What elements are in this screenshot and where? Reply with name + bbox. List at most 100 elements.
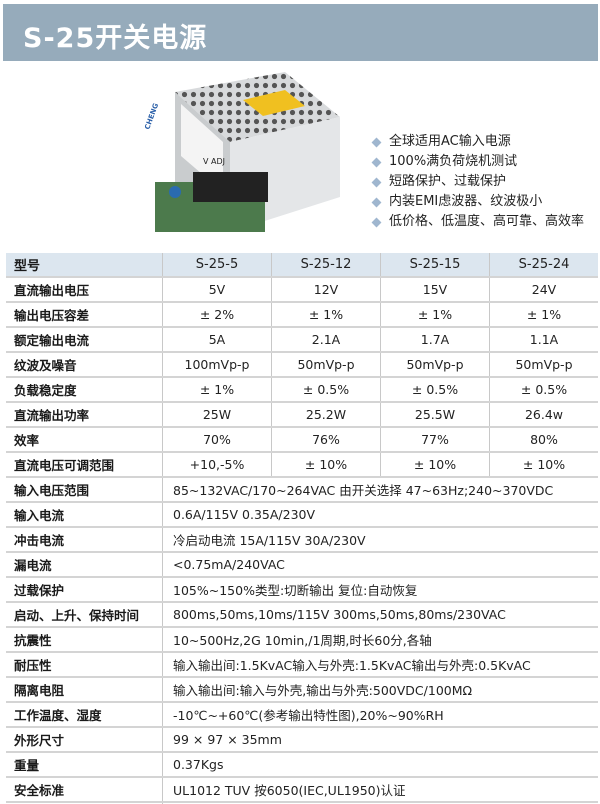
- header-model: S-25-15: [380, 253, 490, 278]
- spec-table: 型号 S-25-5 S-25-12 S-25-15 S-25-24 直流输出电压…: [6, 253, 598, 804]
- feature-item: 短路保护、过载保护: [370, 172, 584, 192]
- row-label: 输入电流: [6, 502, 163, 528]
- row-label: 效率: [6, 427, 163, 453]
- row-value: 105%~150%类型:切断输出 复位:自动恢复: [162, 577, 598, 603]
- row-label: 输入电压范围: [6, 477, 163, 503]
- row-label: 重量: [6, 752, 163, 778]
- table-row: 外形尺寸 99 × 97 × 35mm: [6, 727, 598, 753]
- row-label: 过载保护: [6, 577, 163, 603]
- row-value: 25.5W: [380, 402, 490, 428]
- row-value: 85~132VAC/170~264VAC 由开关选择 47~63Hz;240~3…: [162, 477, 598, 503]
- table-row: 输入电流 0.6A/115V 0.35A/230V: [6, 502, 598, 528]
- table-row: 过载保护 105%~150%类型:切断输出 复位:自动恢复: [6, 577, 598, 603]
- feature-list: 全球适用AC输入电源 100%满负荷烧机测试 短路保护、过载保护 内装EMI虑波…: [370, 132, 584, 232]
- row-value: 80%: [489, 427, 598, 453]
- header-model: S-25-24: [489, 253, 598, 278]
- table-row: 工作温度、湿度 -10℃~+60℃(参考输出特性图),20%~90%RH: [6, 702, 598, 728]
- table-row: 安全标准 UL1012 TUV 按6050(IEC,UL1950)认证: [6, 777, 598, 803]
- row-value: ± 1%: [271, 302, 381, 328]
- row-label: 直流电压可调范围: [6, 452, 163, 478]
- table-row: 直流电压可调范围 +10,-5% ± 10% ± 10% ± 10%: [6, 452, 598, 478]
- row-value: 输入输出间:1.5KvAC输入与外壳:1.5KvAC输出与外壳:0.5KvAC: [162, 652, 598, 678]
- table-header-row: 型号 S-25-5 S-25-12 S-25-15 S-25-24: [6, 253, 598, 278]
- feature-item: 低价格、低温度、高可靠、高效率: [370, 212, 584, 232]
- row-value: 70%: [162, 427, 272, 453]
- row-value: 99 × 97 × 35mm: [162, 727, 598, 753]
- row-value: 15V: [380, 277, 490, 303]
- product-image: CHENG V ADJ: [143, 72, 340, 232]
- row-value: 5A: [162, 327, 272, 353]
- row-label: 直流输出功率: [6, 402, 163, 428]
- row-value: ± 0.5%: [271, 377, 381, 403]
- row-label: 外形尺寸: [6, 727, 163, 753]
- row-label: 负载稳定度: [6, 377, 163, 403]
- row-value: 25W: [162, 402, 272, 428]
- row-value: ± 2%: [162, 302, 272, 328]
- row-value: 0.6A/115V 0.35A/230V: [162, 502, 598, 528]
- table-row: 额定输出电流 5A 2.1A 1.7A 1.1A: [6, 327, 598, 353]
- diamond-bullet-icon: [371, 157, 382, 167]
- row-value: ± 1%: [380, 302, 490, 328]
- feature-item: 100%满负荷烧机测试: [370, 152, 584, 172]
- row-label: 安全标准: [6, 777, 163, 803]
- row-value: -10℃~+60℃(参考输出特性图),20%~90%RH: [162, 702, 598, 728]
- table-row: 抗震性 10~500Hz,2G 10min,/1周期,时长60分,各轴: [6, 627, 598, 653]
- row-value: ± 10%: [489, 452, 598, 478]
- table-row: 效率 70% 76% 77% 80%: [6, 427, 598, 453]
- row-value: ± 1%: [489, 302, 598, 328]
- row-value: <0.75mA/240VAC: [162, 552, 598, 578]
- vadj-label: V ADJ: [203, 157, 225, 166]
- row-label: 工作温度、湿度: [6, 702, 163, 728]
- header-model: S-25-5: [162, 253, 272, 278]
- row-value: ± 10%: [271, 452, 381, 478]
- row-value: CISPR22(按55022),IEC801-2,3,4,IEC555-2认证: [162, 802, 598, 804]
- table-row: 负载稳定度 ± 1% ± 0.5% ± 0.5% ± 0.5%: [6, 377, 598, 403]
- row-value: 26.4w: [489, 402, 598, 428]
- diamond-bullet-icon: [371, 217, 382, 227]
- row-label: 隔离电阻: [6, 677, 163, 703]
- feature-text: 全球适用AC输入电源: [389, 134, 511, 149]
- diamond-bullet-icon: [371, 177, 382, 187]
- table-row: 直流输出电压 5V 12V 15V 24V: [6, 277, 598, 303]
- row-value: 50mVp-p: [489, 352, 598, 378]
- feature-item: 全球适用AC输入电源: [370, 132, 584, 152]
- row-value: 76%: [271, 427, 381, 453]
- diamond-bullet-icon: [371, 197, 382, 207]
- row-label: 耐压性: [6, 652, 163, 678]
- row-label: 直流输出电压: [6, 277, 163, 303]
- row-value: 2.1A: [271, 327, 381, 353]
- table-row: 直流输出功率 25W 25.2W 25.5W 26.4w: [6, 402, 598, 428]
- row-value: 100mVp-p: [162, 352, 272, 378]
- feature-text: 低价格、低温度、高可靠、高效率: [389, 214, 585, 229]
- row-label: 输出电压容差: [6, 302, 163, 328]
- row-label: EMC标准: [6, 802, 163, 804]
- row-value: ± 10%: [380, 452, 490, 478]
- table-row: 漏电流 <0.75mA/240VAC: [6, 552, 598, 578]
- row-value: 77%: [380, 427, 490, 453]
- table-row: 输入电压范围 85~132VAC/170~264VAC 由开关选择 47~63Hz…: [6, 477, 598, 503]
- row-value: 50mVp-p: [271, 352, 381, 378]
- row-value: 10~500Hz,2G 10min,/1周期,时长60分,各轴: [162, 627, 598, 653]
- table-row: 重量 0.37Kgs: [6, 752, 598, 778]
- feature-text: 内装EMI虑波器、纹波极小: [389, 194, 543, 209]
- feature-item: 内装EMI虑波器、纹波极小: [370, 192, 584, 212]
- brand-label: CHENG: [143, 102, 160, 131]
- row-value: 输入输出间:输入与外壳,输出与外壳:500VDC/100MΩ: [162, 677, 598, 703]
- row-value: 800ms,50ms,10ms/115V 300ms,50ms,80ms/230…: [162, 602, 598, 628]
- page-title: S-25开关电源: [23, 23, 208, 54]
- row-value: 1.1A: [489, 327, 598, 353]
- row-label: 启动、上升、保持时间: [6, 602, 163, 628]
- table-row: 耐压性 输入输出间:1.5KvAC输入与外壳:1.5KvAC输出与外壳:0.5Kv…: [6, 652, 598, 678]
- table-row: 纹波及噪音 100mVp-p 50mVp-p 50mVp-p 50mVp-p: [6, 352, 598, 378]
- row-label: 抗震性: [6, 627, 163, 653]
- table-row: 冲击电流 冷启动电流 15A/115V 30A/230V: [6, 527, 598, 553]
- table-row: EMC标准CISPR22(按55022),IEC801-2,3,4,IEC555…: [6, 802, 598, 804]
- row-value: ± 0.5%: [489, 377, 598, 403]
- table-row: 输出电压容差 ± 2% ± 1% ± 1% ± 1%: [6, 302, 598, 328]
- row-label: 漏电流: [6, 552, 163, 578]
- header-model: S-25-12: [271, 253, 381, 278]
- row-value: 24V: [489, 277, 598, 303]
- header-label: 型号: [6, 253, 163, 278]
- row-value: 12V: [271, 277, 381, 303]
